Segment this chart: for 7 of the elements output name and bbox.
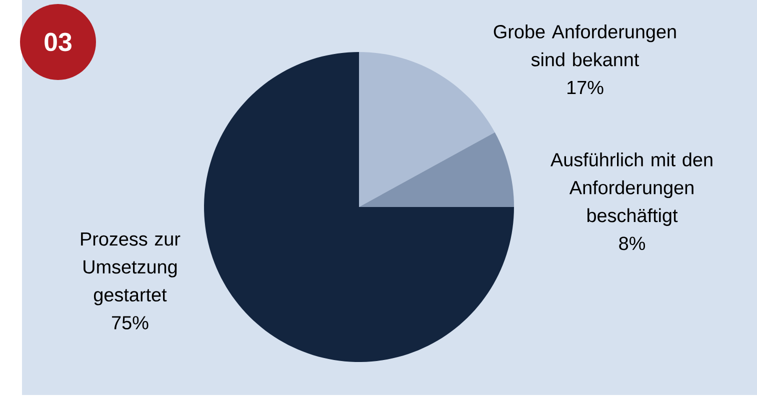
text: 03 — [44, 32, 72, 52]
data-label: 17% — [568, 80, 604, 94]
slice-label: Grobe Anforderungen sind bekannt — [494, 24, 676, 66]
slice-label: Ausführlich mit den Anforderungen beschäftigt — [550, 152, 712, 226]
slice-label: Prozess zur Umsetzung gestartet — [81, 232, 180, 306]
data-label: 8% — [619, 236, 646, 250]
data-label: 75% — [112, 316, 148, 330]
